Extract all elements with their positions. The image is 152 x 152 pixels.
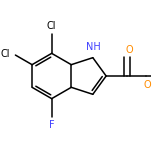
Text: Cl: Cl (0, 49, 10, 59)
Text: F: F (49, 120, 55, 130)
Text: NH: NH (86, 42, 101, 52)
Text: O: O (125, 45, 133, 55)
Text: O: O (143, 80, 151, 90)
Text: Cl: Cl (47, 21, 56, 31)
